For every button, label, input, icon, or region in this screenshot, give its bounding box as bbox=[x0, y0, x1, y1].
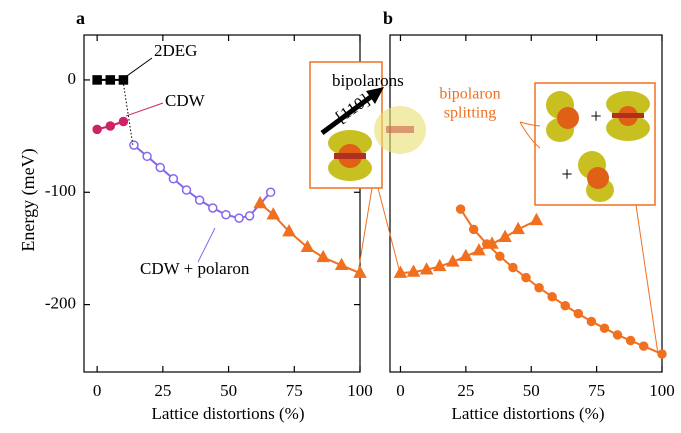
marker bbox=[500, 231, 511, 241]
marker bbox=[267, 188, 275, 196]
y-tick-label: 0 bbox=[68, 69, 77, 88]
y-axis-label: Energy (meV) bbox=[18, 148, 39, 251]
marker bbox=[574, 310, 582, 318]
marker bbox=[235, 214, 243, 222]
series-line bbox=[461, 209, 662, 354]
marker bbox=[627, 337, 635, 345]
marker bbox=[614, 331, 622, 339]
marker bbox=[587, 317, 595, 325]
figure: 0 25 50 75 100 0 25 50 75 100 0 -100 -200 a b 2DEG C… bbox=[0, 0, 681, 433]
marker bbox=[640, 342, 648, 350]
series-line bbox=[134, 145, 271, 218]
x-tick-label: 50 bbox=[220, 381, 237, 400]
annotation: + bbox=[590, 106, 601, 128]
marker bbox=[119, 117, 127, 125]
leader-line bbox=[126, 103, 163, 116]
panel-label: b bbox=[383, 8, 393, 28]
marker bbox=[470, 225, 478, 233]
marker bbox=[209, 204, 217, 212]
marker bbox=[318, 251, 329, 261]
marker bbox=[93, 125, 101, 133]
dotted-connector bbox=[123, 81, 133, 146]
leader-line bbox=[378, 188, 400, 273]
marker bbox=[548, 293, 556, 301]
annotation: 2DEG bbox=[154, 41, 197, 60]
x-tick-label: 100 bbox=[649, 381, 675, 400]
marker bbox=[106, 122, 114, 130]
marker bbox=[483, 240, 491, 248]
x-tick-label: 25 bbox=[457, 381, 474, 400]
y-tick-label: -100 bbox=[45, 181, 76, 200]
leader-line bbox=[198, 228, 215, 262]
marker bbox=[183, 186, 191, 194]
marker bbox=[561, 302, 569, 310]
marker bbox=[169, 175, 177, 183]
x-tick-label: 75 bbox=[286, 381, 303, 400]
marker bbox=[509, 264, 517, 272]
annotation: bipolaron bbox=[439, 86, 500, 103]
x-tick-label: 0 bbox=[93, 381, 102, 400]
marker bbox=[246, 212, 254, 220]
marker bbox=[600, 324, 608, 332]
marker bbox=[222, 211, 230, 219]
x-tick-label: 50 bbox=[523, 381, 540, 400]
marker bbox=[106, 76, 114, 84]
marker bbox=[196, 196, 204, 204]
marker bbox=[143, 152, 151, 160]
x-tick-label: 0 bbox=[396, 381, 405, 400]
marker bbox=[531, 214, 542, 224]
annotation: splitting bbox=[444, 105, 496, 122]
x-tick-label: 75 bbox=[588, 381, 605, 400]
x-axis-label: Lattice distortions (%) bbox=[152, 404, 305, 423]
annotation: CDW bbox=[165, 91, 206, 110]
x-tick-label: 100 bbox=[347, 381, 373, 400]
marker bbox=[119, 76, 127, 84]
marker bbox=[496, 252, 504, 260]
x-tick-label: 25 bbox=[154, 381, 171, 400]
annotation: + bbox=[561, 164, 572, 186]
marker bbox=[658, 350, 666, 358]
marker bbox=[457, 205, 465, 213]
marker bbox=[130, 141, 138, 149]
marker bbox=[156, 164, 164, 172]
leader-line bbox=[636, 205, 658, 354]
marker bbox=[93, 76, 101, 84]
marker bbox=[535, 284, 543, 292]
annotation: bipolarons bbox=[332, 71, 404, 90]
marker bbox=[522, 274, 530, 282]
x-axis-label: Lattice distortions (%) bbox=[452, 404, 605, 423]
page: {"chart_data": [ {"type": "line", "panel… bbox=[0, 0, 681, 433]
y-tick-label: -200 bbox=[45, 294, 76, 313]
annotation: CDW + polaron bbox=[140, 259, 250, 278]
leader-line bbox=[124, 58, 152, 78]
panel-label: a bbox=[76, 8, 85, 28]
